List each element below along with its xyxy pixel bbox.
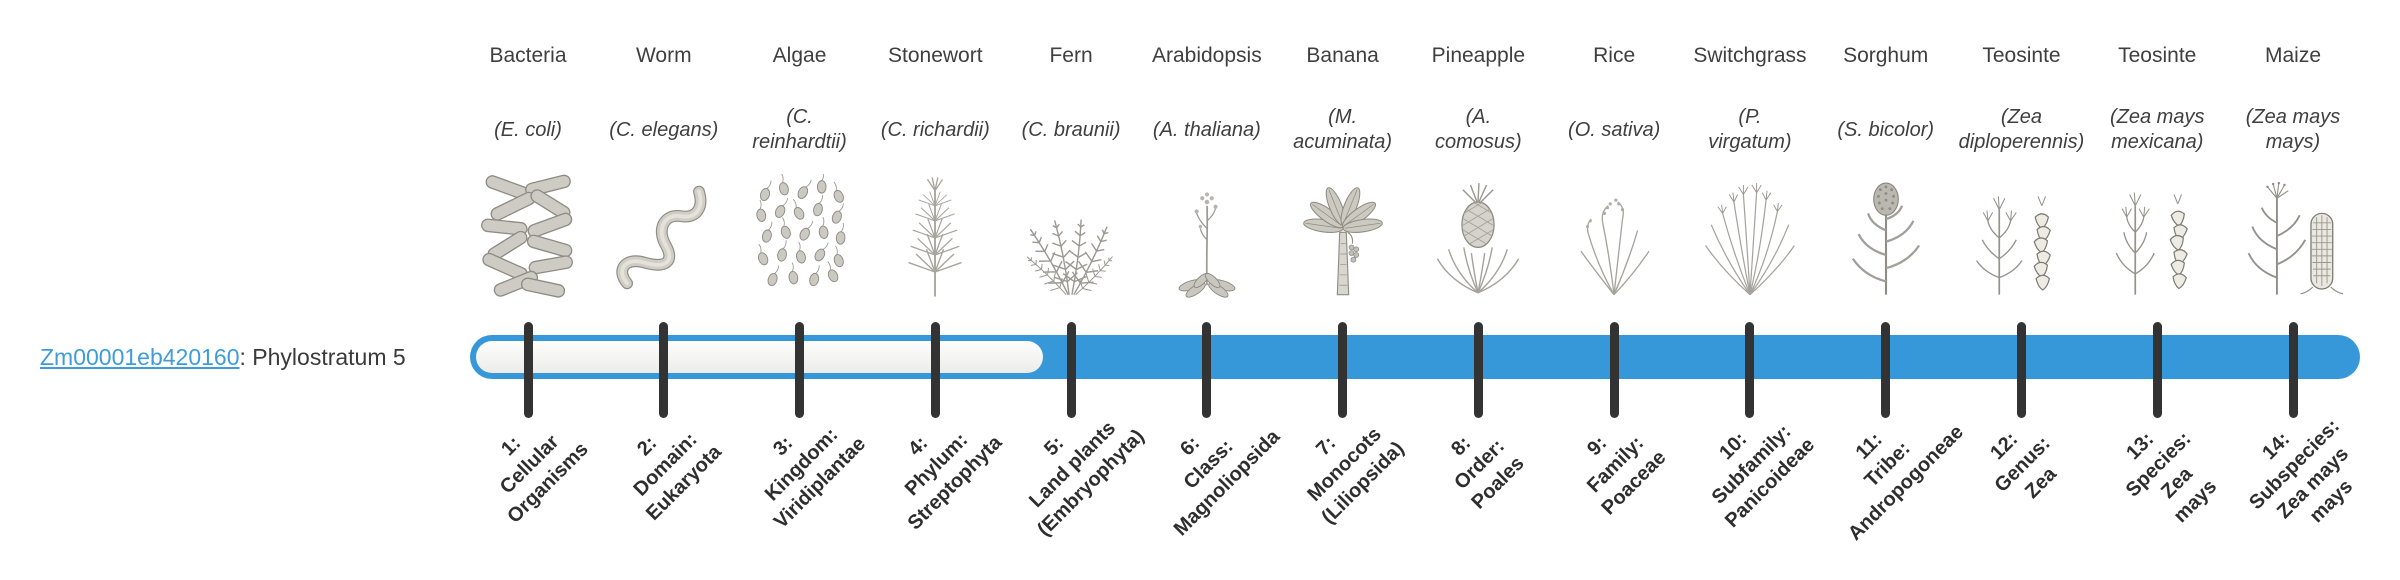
stratum-column-4: Stonewort (C. richardii) 4: Phylum: Stre… xyxy=(867,0,1007,580)
organism-name: Pineapple xyxy=(1431,44,1526,67)
stratum-label: 2: Domain: Eukaryota xyxy=(629,428,726,525)
stratum-column-6: Arabidopsis (A. thaliana) 6: Class: Magn… xyxy=(1139,0,1284,580)
stratum-tick-4 xyxy=(930,322,940,418)
stratum-column-5: Fern (C. braunii) 5: Land plants (Embryo… xyxy=(1003,0,1149,580)
worm-icon xyxy=(616,185,707,290)
stratum-column-13: Teosinte (Zea mays mexicana) 13 xyxy=(2089,0,2225,580)
stratum-tick-1 xyxy=(523,322,533,418)
stratum-column-1: Bacteria (E. coli) 1: Cellular Organisms xyxy=(460,0,596,580)
organism-icon-box xyxy=(2225,166,2361,300)
stratum-tick-14 xyxy=(2288,322,2298,418)
stratum-label: 7: Monocots (Liliopsida) xyxy=(1303,423,1409,529)
organism-name: Switchgrass xyxy=(1693,44,1807,67)
organism-icon-box xyxy=(732,166,868,300)
stratum-tick-6 xyxy=(1202,322,1212,418)
organism-name: Sorghum xyxy=(1843,44,1929,67)
stratum-tick-12 xyxy=(2016,322,2026,418)
stratum-column-7: Banana (M. acuminata) 7: Monocots (Lilio… xyxy=(1275,0,1411,580)
species-name: (C. elegans) xyxy=(609,118,719,141)
stonewort-icon xyxy=(908,177,963,297)
stratum-column-8: Pineapple (A. comosus) 8: Order: Poales xyxy=(1410,0,1546,580)
organism-icon-box xyxy=(596,166,732,300)
banana-icon xyxy=(1301,185,1384,296)
species-name: (P. virgatum) xyxy=(1708,106,1792,153)
stratum-column-14: Maize (Zea mays mays) 14: Sub xyxy=(2225,0,2361,580)
stratum-label: 12: Genus: Zea xyxy=(1986,428,2062,503)
pineapple-icon xyxy=(1437,183,1520,294)
rice-icon xyxy=(1580,198,1650,296)
organism-icon-box xyxy=(1139,166,1275,300)
species-name: (E. coli) xyxy=(494,118,562,141)
stratum-column-2: Worm (C. elegans) 2: Domain: Eukaryota xyxy=(596,0,732,580)
stratum-column-11: Sorghum (S. bicolor) 11: Tribe: Andropog… xyxy=(1818,0,1967,580)
algae-icon xyxy=(752,174,847,288)
stratum-column-9: Rice (O. sativa) 9: Family: Poaceae xyxy=(1546,0,1682,580)
fern-icon xyxy=(1019,217,1120,300)
organism-name: Fern xyxy=(1049,44,1093,67)
stratum-column-10: Switchgrass (P. virgatum) 10: Subfamily:… xyxy=(1682,0,1819,580)
stratum-tick-2 xyxy=(659,322,669,418)
organism-name: Worm xyxy=(635,44,692,67)
species-name: (Zea mays mays) xyxy=(2245,106,2341,153)
species-name: (C. richardii) xyxy=(880,118,990,141)
organism-name: Stonewort xyxy=(888,44,983,67)
stratum-label: 13: Species: Zea mays xyxy=(2121,427,2222,528)
species-name: (Zea mays mexicana) xyxy=(2110,106,2205,153)
stratum-tick-10 xyxy=(1745,322,1755,418)
teosinte-diploperennis-icon xyxy=(1976,196,2052,295)
sorghum-icon xyxy=(1851,182,1920,295)
organism-name: Teosinte xyxy=(1982,44,2061,67)
organism-icon-box xyxy=(1953,166,2089,300)
species-name: (Zea diploperennis) xyxy=(1958,106,2085,153)
stratum-tick-5 xyxy=(1066,322,1076,418)
maize-icon xyxy=(2247,181,2344,295)
arabidopsis-icon xyxy=(1178,192,1236,298)
gene-id-link[interactable]: Zm00001eb420160 xyxy=(40,343,240,370)
stratum-tick-11 xyxy=(1881,322,1891,418)
species-name: (A. comosus) xyxy=(1435,106,1522,153)
species-name: (S. bicolor) xyxy=(1837,118,1935,141)
stratum-tick-13 xyxy=(2152,322,2162,418)
organism-icon-box xyxy=(1818,166,1954,300)
stratum-label: 1: Cellular Organisms xyxy=(495,430,593,528)
stratum-column-12: Teosinte (Zea diploperennis) 12 xyxy=(1953,0,2089,580)
stratum-tick-9 xyxy=(1609,322,1619,418)
stratum-label: 14: Subspecies: Zea mays mays xyxy=(2245,415,2358,528)
species-name: (A. thaliana) xyxy=(1152,118,1261,141)
organism-icon-box xyxy=(1410,166,1546,300)
stratum-tick-3 xyxy=(795,322,805,418)
bacteria-icon xyxy=(481,174,573,298)
bar-unfilled-region xyxy=(476,341,1043,373)
species-name: (C. reinhardtii) xyxy=(752,106,847,153)
organism-name: Algae xyxy=(772,44,827,67)
organism-name: Banana xyxy=(1306,44,1379,67)
organism-name: Rice xyxy=(1593,44,1636,67)
stratum-column-3: Algae (C. reinhardtii) 3: Kingdom: Virid… xyxy=(732,0,869,580)
species-name: (O. sativa) xyxy=(1568,118,1661,141)
organism-icon-box xyxy=(2089,166,2225,300)
organism-icon-box xyxy=(460,166,596,300)
organism-name: Teosinte xyxy=(2118,44,2197,67)
organism-name: Maize xyxy=(2264,44,2322,67)
organism-icon-box xyxy=(1003,166,1139,300)
organism-name: Bacteria xyxy=(489,44,567,67)
organism-icon-box xyxy=(867,166,1003,300)
gene-phylostratum-text: : Phylostratum 5 xyxy=(239,343,406,370)
stratum-tick-8 xyxy=(1473,322,1483,418)
stratum-label: 8: Order: Poales xyxy=(1447,432,1529,514)
stratum-label: 9: Family: Poaceae xyxy=(1583,432,1671,520)
species-name: (C. braunii) xyxy=(1021,118,1121,141)
phylostrata-bar xyxy=(470,335,2360,379)
organism-icon-box xyxy=(1546,166,1682,300)
teosinte-mexicana-icon xyxy=(2115,192,2189,295)
gene-label: Zm00001eb420160: Phylostratum 5 xyxy=(40,335,406,379)
organism-name: Arabidopsis xyxy=(1151,44,1262,67)
species-name: (M. acuminata) xyxy=(1293,106,1393,153)
organism-icon-box xyxy=(1682,166,1818,300)
switchgrass-icon xyxy=(1704,183,1795,296)
stratum-tick-7 xyxy=(1338,322,1348,418)
organism-icon-box xyxy=(1275,166,1411,300)
